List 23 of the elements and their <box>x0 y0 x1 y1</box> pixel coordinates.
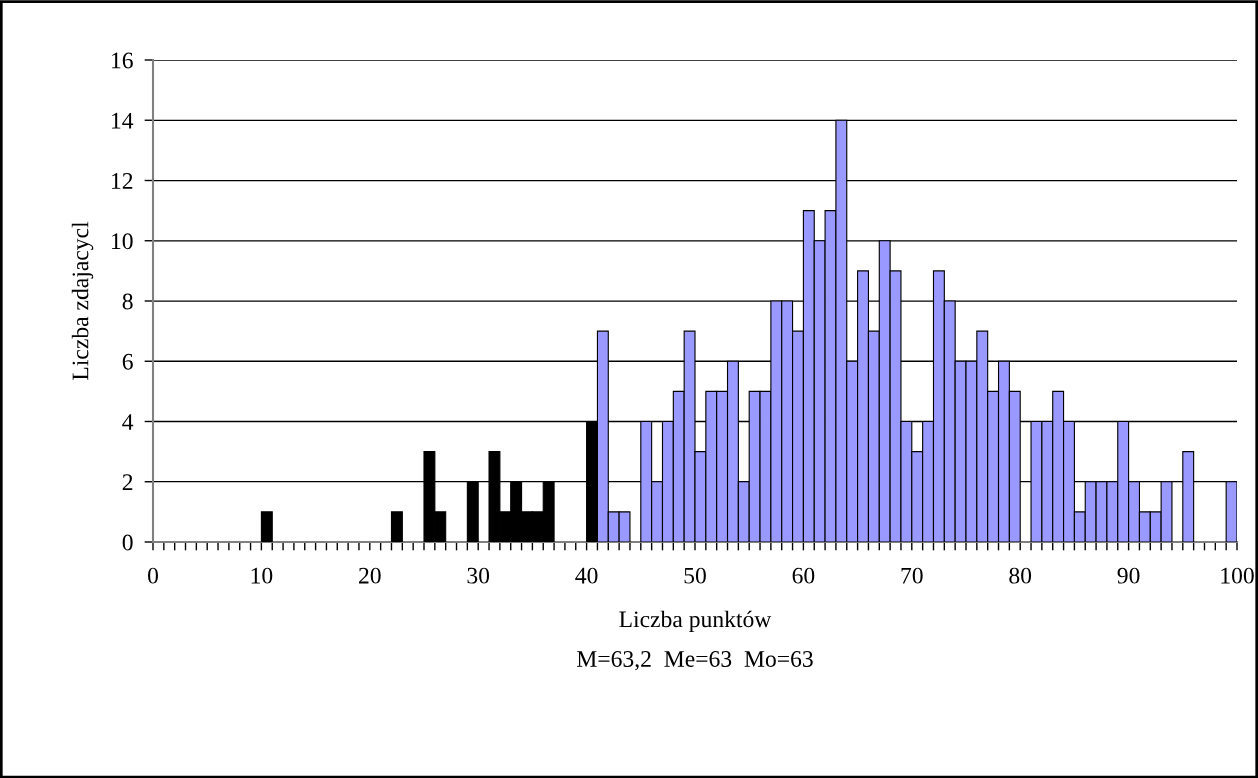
x-tick-label: 10 <box>251 567 273 584</box>
x-axis-title: Liczba punktów <box>619 610 772 633</box>
x-tick-label: 50 <box>684 567 706 584</box>
y-tick-label: 8 <box>122 293 133 310</box>
y-tick-label: 16 <box>112 52 133 69</box>
x-tick-label: 0 <box>148 567 158 584</box>
y-tick-label: 0 <box>122 534 133 551</box>
x-tick-label: 40 <box>575 567 598 584</box>
y-axis-title: Liczba zdajacycl <box>71 221 94 380</box>
x-tick-label: 30 <box>467 567 490 584</box>
x-tick-label: 70 <box>901 567 923 584</box>
y-tick-label: 6 <box>122 353 133 370</box>
x-tick-label: 60 <box>792 567 815 584</box>
text: M=63,2 Me=63 Mo=63 <box>576 651 813 671</box>
y-tick-label: 2 <box>122 474 133 490</box>
x-tick-label: 100 <box>1221 567 1254 584</box>
y-tick-label: 10 <box>112 233 133 250</box>
y-tick-label: 14 <box>112 112 134 129</box>
y-tick-label: 4 <box>122 414 134 430</box>
x-tick-label: 80 <box>1009 567 1032 584</box>
x-tick-label: 90 <box>1117 567 1140 584</box>
x-tick-label: 20 <box>359 567 381 584</box>
y-tick-label: 12 <box>112 173 133 189</box>
